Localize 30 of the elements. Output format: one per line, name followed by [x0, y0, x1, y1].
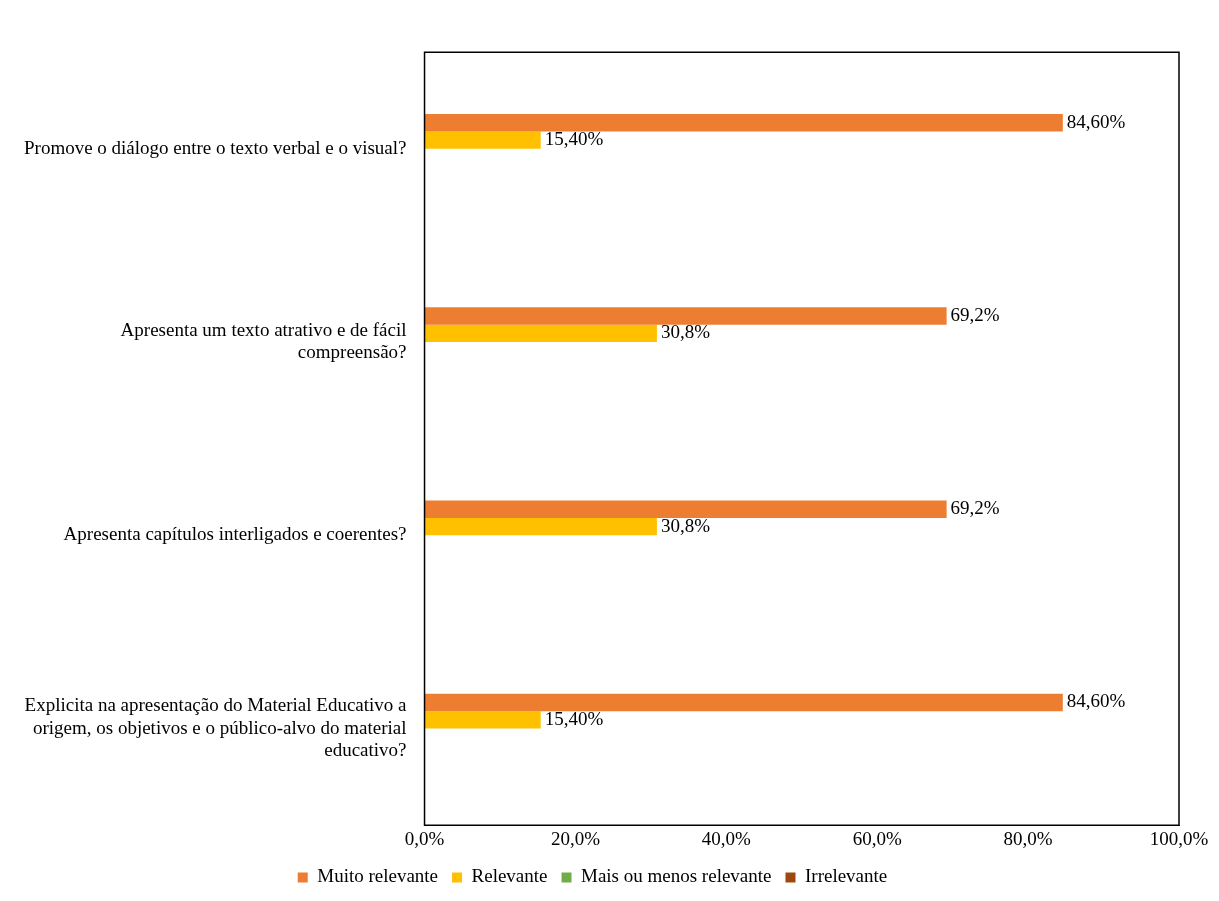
bar — [424, 307, 947, 325]
y-tick-label: Promove o diálogo entre o texto verbal e o visual? — [23, 136, 407, 158]
data-label: 15,40% — [544, 128, 604, 150]
data-label: 84,60% — [1066, 690, 1126, 712]
x-tick-label: 40,0% — [701, 827, 752, 849]
y-tick-label: Explicita na apresentação do Material Educativo a origem, os objetivos e o público-alvo do material educativo? — [24, 693, 408, 761]
y-tick-label: Apresenta capítulos interligados e coerentes? — [63, 523, 407, 545]
data-label: 69,2% — [950, 303, 1000, 325]
y-tick-label: Apresenta um texto atrativo e de fácil compreensão? — [120, 318, 407, 363]
x-tick-label: 0,0% — [404, 827, 445, 849]
legend-label: Muito relevante — [317, 865, 439, 887]
data-label: 30,8% — [660, 514, 711, 536]
data-label: 69,2% — [950, 497, 1000, 519]
legend-label: Relevante — [471, 865, 548, 887]
bar — [424, 693, 1063, 712]
x-tick-label: 80,0% — [1003, 827, 1053, 849]
data-label: 30,8% — [660, 321, 711, 343]
x-tick-label: 60,0% — [852, 827, 902, 849]
bar — [424, 114, 1063, 132]
bar — [424, 517, 657, 536]
x-tick-label: 100,0% — [1149, 827, 1209, 849]
data-label: 84,60% — [1066, 110, 1126, 132]
legend-label: Mais ou menos relevante — [581, 865, 772, 887]
bar — [424, 324, 657, 343]
bar — [424, 500, 947, 518]
x-tick-label: 20,0% — [550, 827, 601, 849]
data-label: 15,40% — [544, 707, 604, 729]
legend-label: Irrelevante — [804, 865, 888, 887]
bar — [424, 711, 541, 729]
bar — [424, 131, 541, 149]
